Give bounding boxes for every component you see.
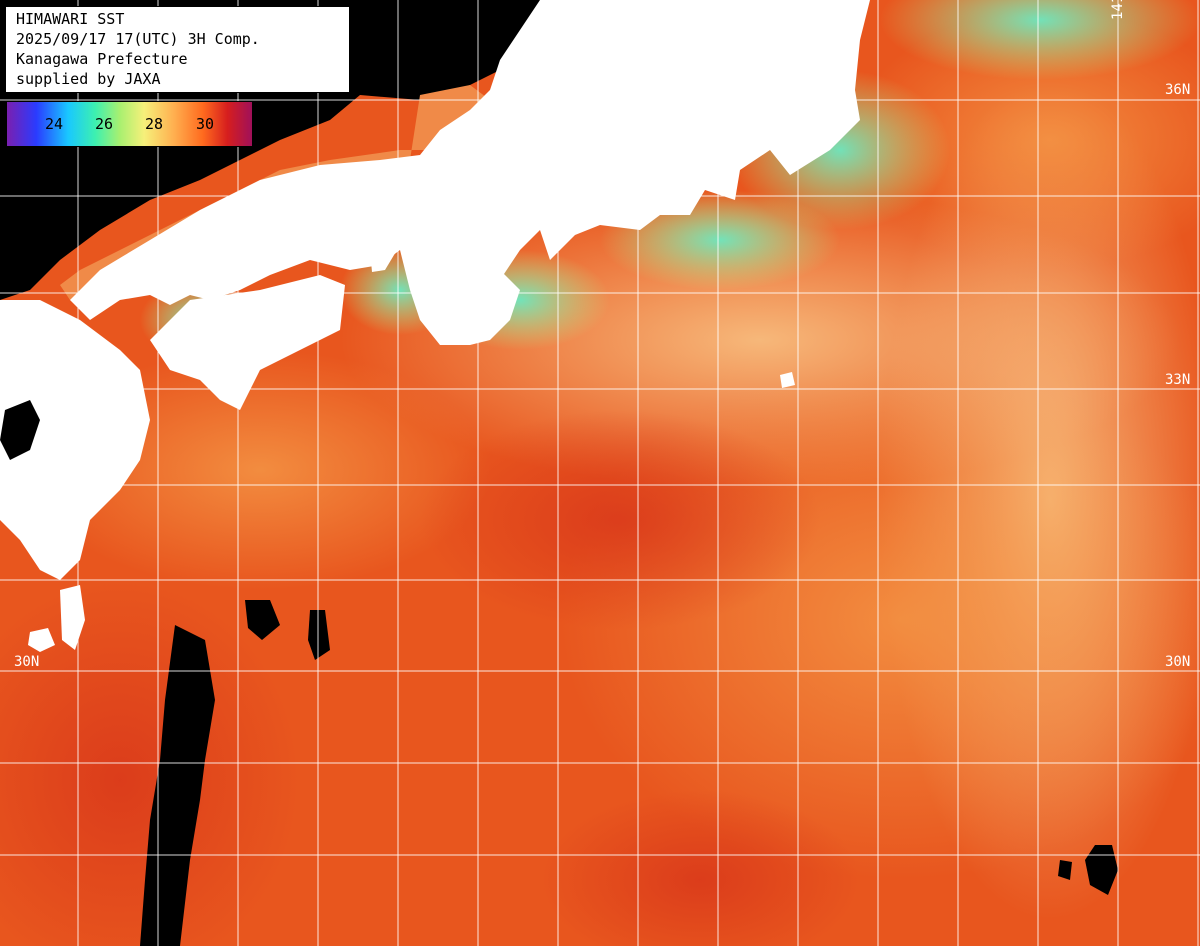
no-data-area xyxy=(308,610,330,660)
legend-color-bar xyxy=(7,102,252,146)
no-data-area xyxy=(1058,860,1072,880)
lat-label-33n: 33N xyxy=(1165,372,1191,388)
legend-tick-30: 30 xyxy=(196,115,215,133)
no-data-area xyxy=(140,625,215,946)
product-title: HIMAWARI SST xyxy=(16,10,125,28)
lon-label-141e: 141E xyxy=(1110,0,1126,20)
honshu-land xyxy=(70,0,870,345)
inland-no-data xyxy=(0,400,40,460)
sst-deep-region xyxy=(540,790,860,946)
sst-cool-region xyxy=(880,0,1200,80)
no-data-area xyxy=(245,600,280,640)
lat-label-30n-left: 30N xyxy=(14,654,40,670)
kyushu-land xyxy=(0,300,150,580)
no-data-area xyxy=(0,400,40,460)
oshima-land xyxy=(780,372,795,388)
data-credit: supplied by JAXA xyxy=(16,70,161,88)
sst-mid-region xyxy=(850,10,1200,270)
legend-tick-28: 28 xyxy=(145,115,164,133)
kii-peninsula-land xyxy=(470,270,520,345)
observation-datetime: 2025/09/17 17(UTC) 3H Comp. xyxy=(16,30,260,48)
sst-deep-region xyxy=(420,410,820,630)
tanegashima-land xyxy=(60,585,85,650)
yakushima-land xyxy=(28,628,55,652)
awaji-land xyxy=(370,235,400,272)
temperature-color-legend: 24 26 28 30 xyxy=(6,101,253,147)
info-panel: HIMAWARI SST 2025/09/17 17(UTC) 3H Comp.… xyxy=(5,6,350,93)
lat-label-36n: 36N xyxy=(1165,82,1191,98)
no-data-area xyxy=(1085,845,1118,895)
legend-tick-24: 24 xyxy=(45,115,64,133)
lat-label-30n-right: 30N xyxy=(1165,654,1191,670)
region-name: Kanagawa Prefecture xyxy=(16,50,188,68)
land-areas xyxy=(0,0,870,652)
shikoku-land xyxy=(150,275,345,410)
legend-tick-26: 26 xyxy=(95,115,114,133)
